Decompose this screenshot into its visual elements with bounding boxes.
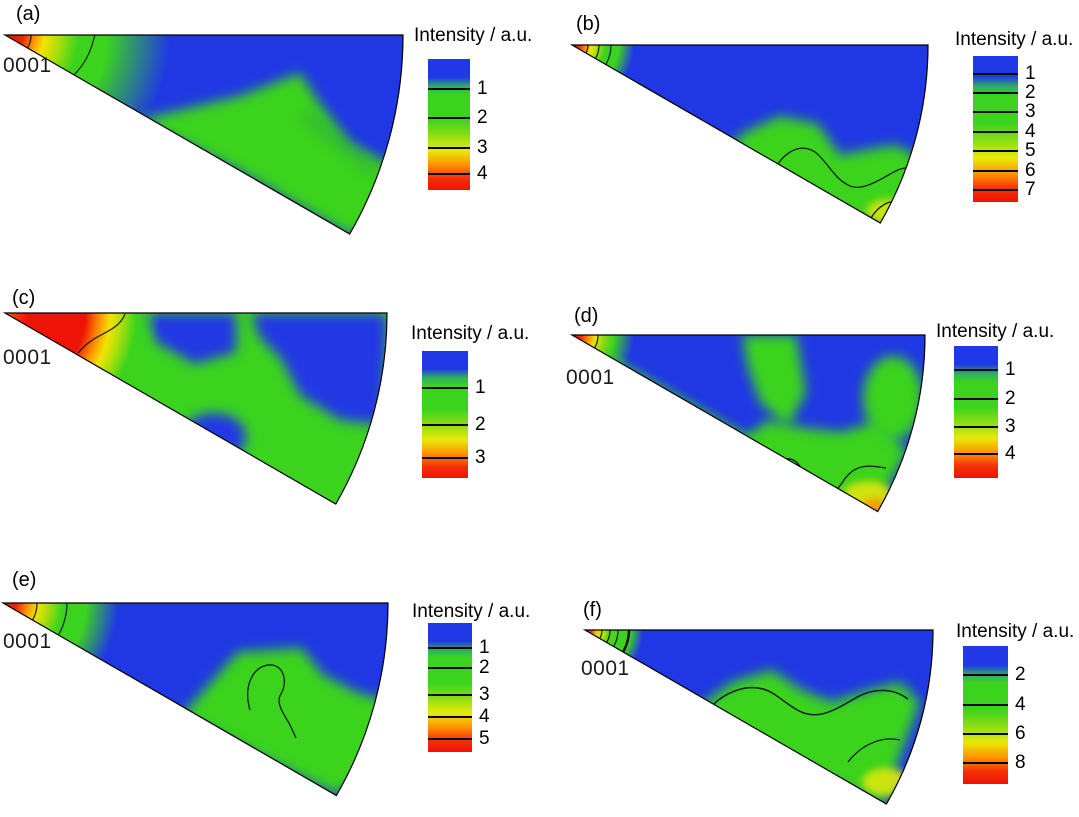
ipf-wedge-e: [3, 603, 388, 796]
colorbar-tick-line: [973, 91, 1018, 94]
colorbar-tick-line: [422, 423, 468, 426]
colorbar-tick-line: [428, 646, 472, 649]
colorbar-tick-label: 4: [477, 163, 488, 185]
colorbar-tick-label: 1: [1025, 62, 1036, 84]
colorbar-tick-line: [973, 169, 1018, 172]
colorbar-tick-line: [963, 704, 1008, 707]
ipf-outline-e: [0, 602, 389, 797]
colorbar-tick-line: [973, 150, 1018, 153]
colorbar-tick-line: [428, 147, 470, 150]
colorbar-tick-label: 6: [1015, 723, 1026, 745]
panel-label-a: (a): [16, 3, 41, 25]
colorbar-tick-label: 3: [477, 137, 488, 159]
colorbar-tick-line: [954, 453, 998, 456]
colorbar-tick-label: 3: [475, 446, 486, 468]
ipf-outline-a: [2, 34, 404, 235]
direction-label-d: 0001: [566, 366, 615, 389]
colorbar-tick-label: 8: [1015, 752, 1026, 774]
colorbar-tick-line: [428, 88, 470, 91]
colorbar-tick-label: 3: [1025, 101, 1036, 123]
colorbar-tick-label: 4: [479, 706, 490, 728]
colorbar-tick-line: [973, 111, 1018, 114]
direction-label-e: 0001: [3, 630, 52, 653]
colorbar-tick-label: 1: [477, 78, 488, 100]
colorbar-tick-line: [422, 386, 468, 389]
colorbar-tick-label: 5: [1025, 140, 1036, 162]
colorbar-tick-line: [963, 762, 1008, 765]
colorbar-tick-line: [954, 397, 998, 400]
colorbar-tick-line: [954, 425, 998, 428]
ipf-wedge-b: [572, 45, 928, 223]
panel-label-d: (d): [574, 305, 599, 327]
colorbar-tick-line: [428, 738, 472, 741]
colorbar-tick-label: 3: [1005, 415, 1016, 437]
colorbar-tick-line: [428, 116, 470, 119]
colorbar-tick-label: 2: [1025, 81, 1036, 103]
colorbar-tick-line: [963, 673, 1008, 676]
colorbar-tick-line: [963, 733, 1008, 736]
colorbar-title-c: Intensity / a.u.: [411, 323, 530, 344]
colorbar-tick-label: 4: [1025, 120, 1036, 142]
direction-label-a: 0001: [3, 54, 52, 77]
colorbar-tick-line: [973, 130, 1018, 133]
colorbar-tick-label: 2: [1015, 663, 1026, 685]
colorbar-tick-label: 1: [479, 636, 490, 658]
colorbar-tick-label: 5: [479, 728, 490, 750]
colorbar-title-f: Intensity / a.u.: [956, 621, 1075, 642]
colorbar-title-a: Intensity / a.u.: [414, 25, 533, 46]
ipf-outline-c: [2, 312, 388, 505]
colorbar-tick-label: 6: [1025, 159, 1036, 181]
colorbar-tick-line: [428, 173, 470, 176]
colorbar-f: 2 4 6 8: [963, 646, 1026, 784]
colorbar-c: 1 2 3: [422, 351, 486, 478]
colorbar-title-b: Intensity / a.u.: [955, 29, 1074, 50]
colorbar-tick-label: 3: [479, 684, 490, 706]
colorbar-d: 1 2 3 4: [954, 346, 1016, 478]
colorbar-tick-label: 2: [475, 413, 486, 435]
ipf-outline-d: [569, 334, 926, 513]
colorbar-tick-label: 4: [1005, 443, 1016, 465]
colorbar-tick-line: [428, 694, 472, 697]
direction-label-f: 0001: [581, 657, 630, 680]
colorbar-tick-line: [973, 189, 1018, 192]
ipf-outline-b: [569, 44, 929, 224]
colorbar-tick-label: 1: [475, 376, 486, 398]
panel-label-b: (b): [576, 13, 601, 35]
panel-label-c: (c): [12, 287, 36, 309]
colorbar-tick-label: 2: [477, 106, 488, 128]
colorbar-tick-line: [954, 368, 998, 371]
colorbar-tick-line: [422, 456, 468, 459]
colorbar-tick-label: 2: [1005, 387, 1016, 409]
colorbar-tick-label: 1: [1005, 358, 1016, 380]
panel-label-e: (e): [12, 569, 37, 591]
ipf-wedge-d: [572, 335, 925, 512]
colorbar-tick-line: [973, 72, 1018, 75]
colorbar-title-d: Intensity / a.u.: [936, 321, 1055, 342]
colorbar-tick-label: 7: [1025, 179, 1036, 201]
colorbar-tick-label: 4: [1015, 694, 1026, 716]
colorbar-a: 1 2 3 4: [428, 59, 488, 190]
colorbar-tick-line: [428, 667, 472, 670]
colorbar-title-e: Intensity / a.u.: [412, 601, 531, 622]
direction-label-c: 0001: [3, 346, 52, 369]
panel-label-f: (f): [583, 599, 602, 621]
colorbar-tick-label: 2: [479, 657, 490, 679]
ipf-outline-f: [582, 629, 934, 805]
colorbar-tick-line: [428, 716, 472, 719]
